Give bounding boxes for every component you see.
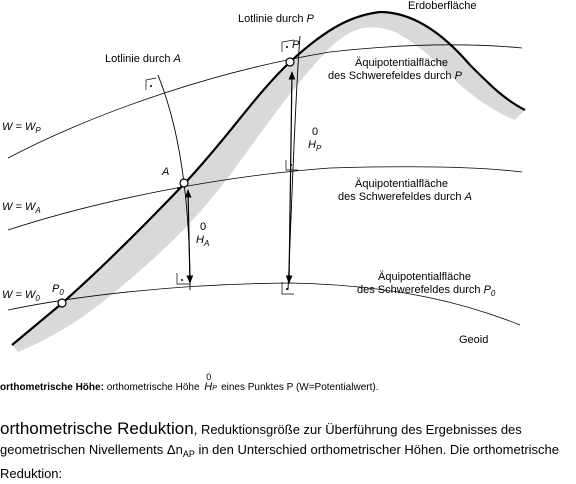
caption-text-before: orthometrische Höhe	[106, 382, 200, 393]
point-p0-marker	[57, 298, 67, 308]
label-w-0: W = W0	[2, 289, 40, 303]
entry-subscript: AP	[182, 449, 195, 459]
svg-text:des Schwerefeldes durch P0: des Schwerefeldes durch P0	[357, 284, 496, 298]
label-lotlinie-p: Lotlinie durch P	[238, 13, 315, 25]
svg-text:Äquipotentialfläche: Äquipotentialfläche	[378, 271, 471, 283]
label-point-a: A	[161, 166, 169, 178]
svg-text:0: 0	[200, 221, 206, 233]
caption-height-symbol: 0 HP	[204, 372, 217, 393]
svg-text:des Schwerefeldes durch A: des Schwerefeldes durch A	[338, 191, 472, 203]
terrain-band	[12, 12, 525, 352]
svg-text:Äquipotentialfläche: Äquipotentialfläche	[355, 178, 448, 190]
entry-text-1: , Reduktionsgröße zur Überführung des Er…	[0, 422, 522, 457]
svg-text:HP: HP	[308, 139, 322, 153]
orthometric-height-diagram: Erdoberfläche Lotlinie durch P Lotlinie …	[2, 0, 526, 352]
label-aequi-a: Äquipotentialfläche des Schwerefeldes du…	[338, 178, 472, 203]
label-lotlinie-a: Lotlinie durch A	[105, 53, 181, 65]
dictionary-entry: orthometrische Reduktion, Reduktionsgröß…	[0, 419, 576, 484]
point-p-marker	[285, 57, 295, 67]
label-geoid: Geoid	[459, 334, 488, 346]
label-w-p: W = WP	[2, 121, 41, 135]
equipotential-line-p	[7, 44, 523, 159]
figure-caption: orthometrische Höhe: orthometrische Höhe…	[0, 372, 576, 396]
equipotential-line-a	[7, 166, 523, 231]
label-aequi-p0: Äquipotentialfläche des Schwerefeldes du…	[357, 271, 496, 298]
label-h-p: 0 HP	[308, 126, 322, 153]
right-angle-dots	[150, 46, 292, 290]
entry-text-2: in den Unterschied orthometrischer Höhen…	[0, 442, 560, 481]
earth-surface-line	[11, 10, 526, 346]
label-point-p0: P0	[52, 283, 64, 297]
label-w-a: W = WA	[2, 201, 41, 215]
label-h-a: 0 HA	[196, 221, 209, 248]
label-point-p: P	[292, 39, 300, 51]
entry-headword: orthometrische Reduktion	[0, 419, 194, 438]
svg-text:Äquipotentialfläche: Äquipotentialfläche	[355, 57, 448, 69]
label-aequi-p: Äquipotentialfläche des Schwerefeldes du…	[328, 57, 463, 82]
point-a-marker	[179, 178, 189, 188]
caption-text-after: eines Punktes P (W=Potentialwert).	[221, 382, 379, 393]
svg-text:HA: HA	[196, 234, 209, 248]
svg-text:des Schwerefeldes durch P: des Schwerefeldes durch P	[328, 70, 463, 82]
right-angle-markers	[145, 39, 298, 295]
caption-term: orthometrische Höhe:	[0, 382, 104, 393]
svg-text:0: 0	[312, 126, 318, 138]
height-arrow-a	[184, 189, 194, 284]
height-arrow-p	[285, 71, 296, 284]
label-erdoberflaeche: Erdoberfläche	[408, 0, 477, 12]
